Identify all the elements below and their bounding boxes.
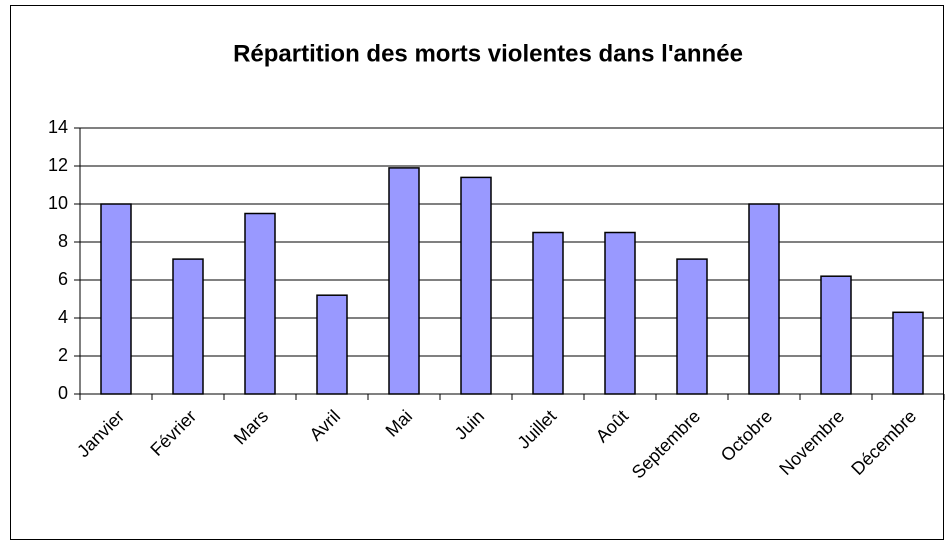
bar xyxy=(604,231,636,395)
y-tick-label: 10 xyxy=(48,193,68,213)
bar xyxy=(316,294,348,395)
y-tick-label: 0 xyxy=(58,383,68,403)
y-tick-label: 2 xyxy=(58,345,68,365)
y-tick-label: 14 xyxy=(48,117,68,137)
bar xyxy=(460,176,492,395)
y-tick-label: 4 xyxy=(58,307,68,327)
bar xyxy=(820,275,852,395)
bar xyxy=(748,203,780,395)
bar xyxy=(244,212,276,395)
y-tick-label: 12 xyxy=(48,155,68,175)
bar xyxy=(172,258,204,395)
bar xyxy=(892,311,924,395)
bar xyxy=(676,258,708,395)
bar xyxy=(100,203,132,395)
y-tick-label: 8 xyxy=(58,231,68,251)
bar xyxy=(532,231,564,395)
bar xyxy=(388,167,420,395)
y-tick-label: 6 xyxy=(58,269,68,289)
chart-title: Répartition des morts violentes dans l'a… xyxy=(233,40,743,67)
